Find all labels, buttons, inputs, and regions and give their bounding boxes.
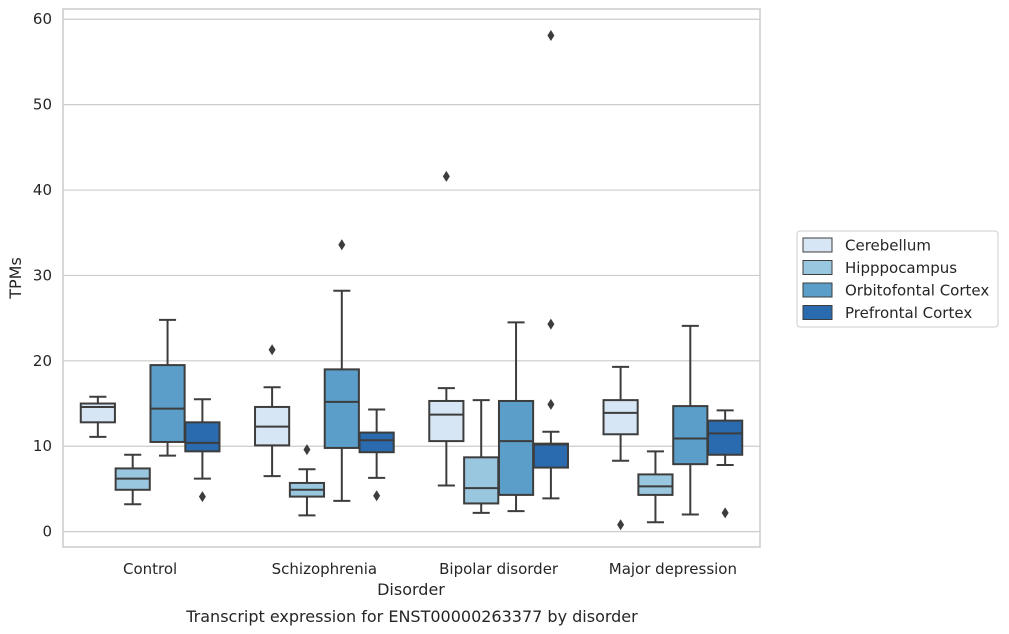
flier-1 <box>547 318 555 330</box>
box-body <box>428 399 465 443</box>
box-body <box>672 405 709 466</box>
flier-0 <box>338 239 346 251</box>
box-2-0 <box>149 318 186 457</box>
box-2-1 <box>323 239 360 502</box>
y-tick-label-3: 30 <box>33 266 52 284</box>
y-tick-label-2: 20 <box>33 352 52 370</box>
flier-2 <box>547 29 555 41</box>
box-3-0 <box>184 398 221 503</box>
box-1-0 <box>114 453 151 506</box>
box-body <box>79 402 116 424</box>
y-tick-label-0: 0 <box>42 523 52 541</box>
legend-swatch-2 <box>802 282 833 298</box>
box-2-2 <box>497 321 535 513</box>
legend-swatch-3 <box>802 305 833 320</box>
box-body <box>497 399 535 496</box>
plot-frame <box>62 8 761 548</box>
y-axis-label: TPMs <box>6 257 25 300</box>
x-axis-label: Disorder <box>377 580 445 599</box>
box-plot-series <box>79 29 744 531</box>
flier-0 <box>617 519 625 531</box>
plot-background <box>63 9 760 547</box>
legend-swatch-0 <box>802 237 833 253</box>
flier-0 <box>268 344 276 356</box>
y-tick-label-4: 40 <box>33 181 52 199</box>
legend: Cerebellum Hipppocampus Orbitofontal Corte… <box>796 230 999 328</box>
grid-lines <box>63 18 760 533</box>
flier-0 <box>373 490 381 502</box>
box-3-1 <box>358 408 395 502</box>
series-1 <box>114 399 674 524</box>
box-body <box>358 431 395 454</box>
flier-0 <box>547 398 555 410</box>
box-body <box>184 421 221 453</box>
box-body <box>149 364 186 443</box>
x-tick-label-2: Bipolar disorder <box>439 560 559 578</box>
flier-0 <box>721 507 729 519</box>
box-1-2 <box>463 399 500 514</box>
legend-label-1: Hipppocampus <box>845 259 957 277</box>
box-0-3 <box>602 365 639 531</box>
box-3-3 <box>707 409 744 519</box>
box-0-1 <box>254 344 291 478</box>
y-tick-label-6: 60 <box>33 10 52 28</box>
legend-label-3: Prefrontal Cortex <box>845 304 972 322</box>
box-body <box>707 419 744 456</box>
box-body <box>602 399 639 436</box>
box-0-0 <box>79 395 116 438</box>
legend-label-2: Orbitofontal Cortex <box>845 282 989 300</box>
series-3 <box>184 29 744 519</box>
flier-0 <box>442 170 450 182</box>
legend-label-0: Cerebellum <box>845 237 931 255</box>
chart-caption: Transcript expression for ENST0000026337… <box>185 607 638 626</box>
y-axis-ticks: 0 10 20 30 40 50 60 <box>33 10 52 540</box>
x-tick-label-0: Control <box>123 560 177 578</box>
legend-frame <box>796 230 999 328</box>
box-3-2 <box>532 29 569 500</box>
box-body <box>637 473 674 496</box>
flier-0 <box>303 444 311 456</box>
box-1-3 <box>637 450 674 524</box>
x-tick-label-3: Major depression <box>609 560 737 578</box>
series-0 <box>79 170 639 531</box>
x-tick-label-1: Schizophrenia <box>272 560 377 578</box>
legend-swatch-1 <box>802 260 833 275</box>
box-1-1 <box>288 444 326 517</box>
box-body <box>463 456 500 505</box>
x-axis-ticks: Control Schizophrenia Bipolar disorder Majo… <box>123 560 737 578</box>
box-0-2 <box>428 170 465 487</box>
box-body <box>532 442 569 469</box>
box-body <box>323 368 360 449</box>
flier-0 <box>198 491 206 503</box>
y-tick-label-5: 50 <box>33 96 52 114</box>
y-tick-label-1: 10 <box>33 437 52 455</box>
